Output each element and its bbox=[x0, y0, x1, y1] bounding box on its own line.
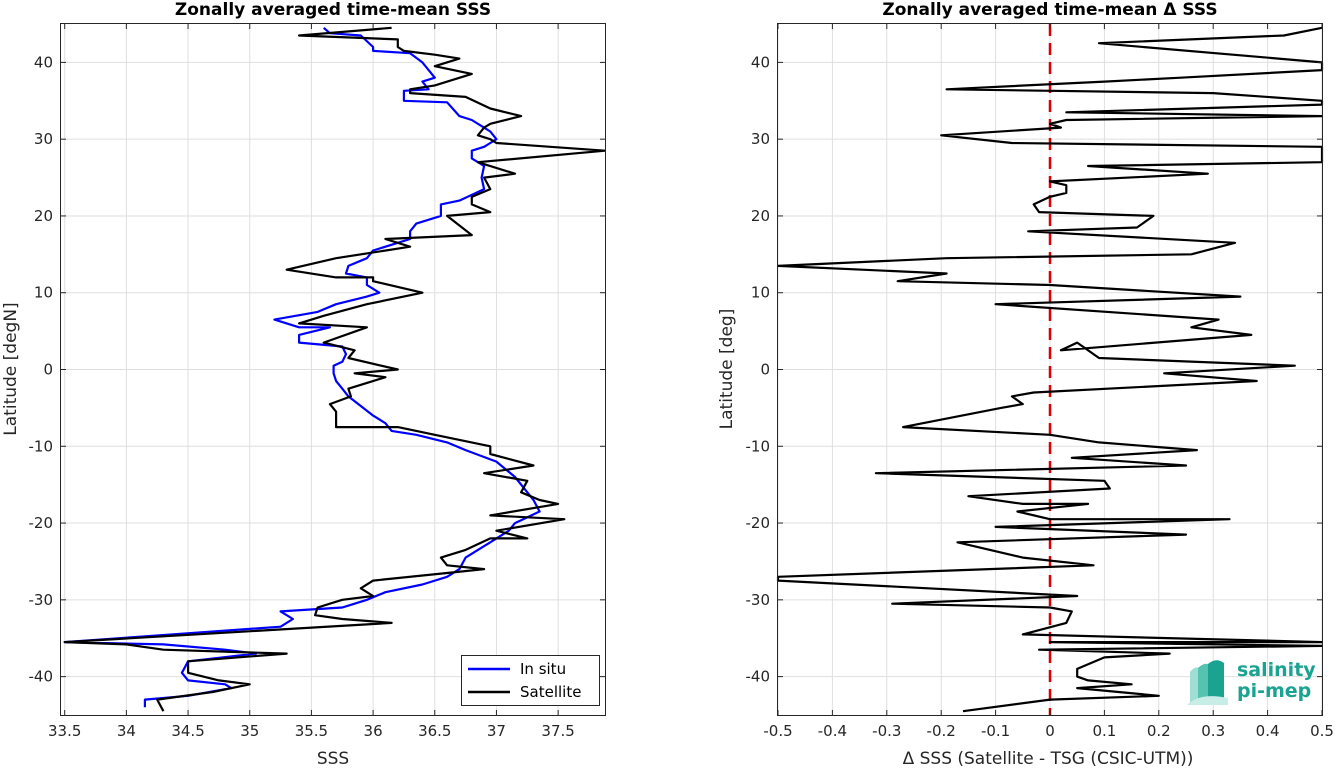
left-y-tick-label: 0 bbox=[43, 361, 53, 379]
right-y-tick-label: 10 bbox=[751, 284, 770, 302]
left-y-tick-label: 40 bbox=[34, 53, 53, 71]
salinity-pi-mep-logo: salinity pi-mep bbox=[1187, 659, 1316, 705]
left-y-tick-label: -40 bbox=[29, 668, 54, 686]
legend: In situ Satellite bbox=[461, 655, 600, 706]
left-chart-frame bbox=[60, 23, 606, 716]
right-x-tick-label: 0.1 bbox=[1092, 722, 1116, 740]
left-chart-lines bbox=[63, 26, 607, 712]
right-x-tick-label: 0.3 bbox=[1201, 722, 1225, 740]
right-x-tick-label: -0.2 bbox=[927, 722, 956, 740]
left-x-tick-label: 35.5 bbox=[295, 722, 328, 740]
left-x-tick-label: 37.5 bbox=[541, 722, 574, 740]
right-x-tick-label: 0.2 bbox=[1147, 722, 1171, 740]
left-satellite-series-line bbox=[63, 26, 607, 712]
left-x-tick-label: 34.5 bbox=[171, 722, 204, 740]
left-x-tick-label: 34 bbox=[117, 722, 136, 740]
right-x-tick-label: -0.4 bbox=[818, 722, 847, 740]
right-y-tick-label: 0 bbox=[760, 361, 770, 379]
left-y-tick-label: -20 bbox=[29, 514, 54, 532]
right-y-tick-label: -10 bbox=[746, 437, 771, 455]
right-chart-ylabel: Latitude [deg] bbox=[717, 309, 737, 430]
left-chart-title: Zonally averaged time-mean SSS bbox=[175, 0, 491, 20]
left-x-tick-label: 33.5 bbox=[48, 722, 81, 740]
right-x-tick-label: -0.3 bbox=[872, 722, 901, 740]
right-chart-lines bbox=[776, 24, 1324, 715]
right-chart-frame bbox=[777, 23, 1323, 716]
logo-line1: salinity bbox=[1237, 659, 1316, 681]
left-y-tick-label: 30 bbox=[34, 130, 53, 148]
left-chart-ticks: 33.5 34 34.5 35 35.5 36 36.5 37 37.5 -40 -30 -20 -10… bbox=[29, 24, 605, 740]
left-x-tick-label: 36 bbox=[364, 722, 383, 740]
right-y-tick-label: -40 bbox=[746, 668, 771, 686]
legend-in-situ-label: In situ bbox=[520, 660, 566, 678]
wave-logo-icon bbox=[1187, 660, 1228, 705]
right-chart-ticks: -0.5 -0.4 -0.3 -0.2 -0.1 0 0.1 0.2 0.3 0.4 0.5 -40 -… bbox=[746, 24, 1334, 740]
right-y-tick-label: -20 bbox=[746, 514, 771, 532]
right-chart-title: Zonally averaged time-mean Δ SSS bbox=[882, 0, 1217, 20]
left-x-tick-label: 35 bbox=[240, 722, 259, 740]
left-x-tick-label: 36.5 bbox=[418, 722, 451, 740]
left-y-tick-label: -30 bbox=[29, 591, 54, 609]
right-x-tick-label: -0.5 bbox=[763, 722, 792, 740]
right-y-tick-label: 40 bbox=[751, 53, 770, 71]
left-in-situ-series-line bbox=[63, 26, 541, 708]
right-x-tick-label: 0.4 bbox=[1256, 722, 1280, 740]
right-x-tick-label: -0.1 bbox=[981, 722, 1010, 740]
legend-satellite-label: Satellite bbox=[520, 683, 581, 701]
left-y-tick-label: 10 bbox=[34, 284, 53, 302]
left-y-tick-label: -10 bbox=[29, 437, 54, 455]
right-y-tick-label: 20 bbox=[751, 207, 770, 225]
legend-box bbox=[461, 655, 600, 706]
right-delta-series-line bbox=[776, 26, 1324, 713]
left-chart-ylabel: Latitude [degN] bbox=[1, 302, 21, 435]
right-x-tick-label: 0.5 bbox=[1310, 722, 1334, 740]
logo-line2: pi-mep bbox=[1237, 680, 1311, 702]
right-y-tick-label: -30 bbox=[746, 591, 771, 609]
right-chart-xlabel: Δ SSS (Satellite - TSG (CSIC-UTM)) bbox=[903, 749, 1194, 769]
right-y-tick-label: 30 bbox=[751, 130, 770, 148]
left-y-tick-label: 20 bbox=[34, 207, 53, 225]
right-x-tick-label: 0 bbox=[1045, 722, 1055, 740]
left-chart-panel: 33.5 34 34.5 35 35.5 36 36.5 37 37.5 -40 -30 -20 -10… bbox=[1, 0, 607, 769]
left-x-tick-label: 37 bbox=[487, 722, 506, 740]
left-chart-xlabel: SSS bbox=[317, 749, 349, 769]
right-chart-panel: -0.5 -0.4 -0.3 -0.2 -0.1 0 0.1 0.2 0.3 0.4 0.5 -40 -… bbox=[717, 0, 1334, 769]
